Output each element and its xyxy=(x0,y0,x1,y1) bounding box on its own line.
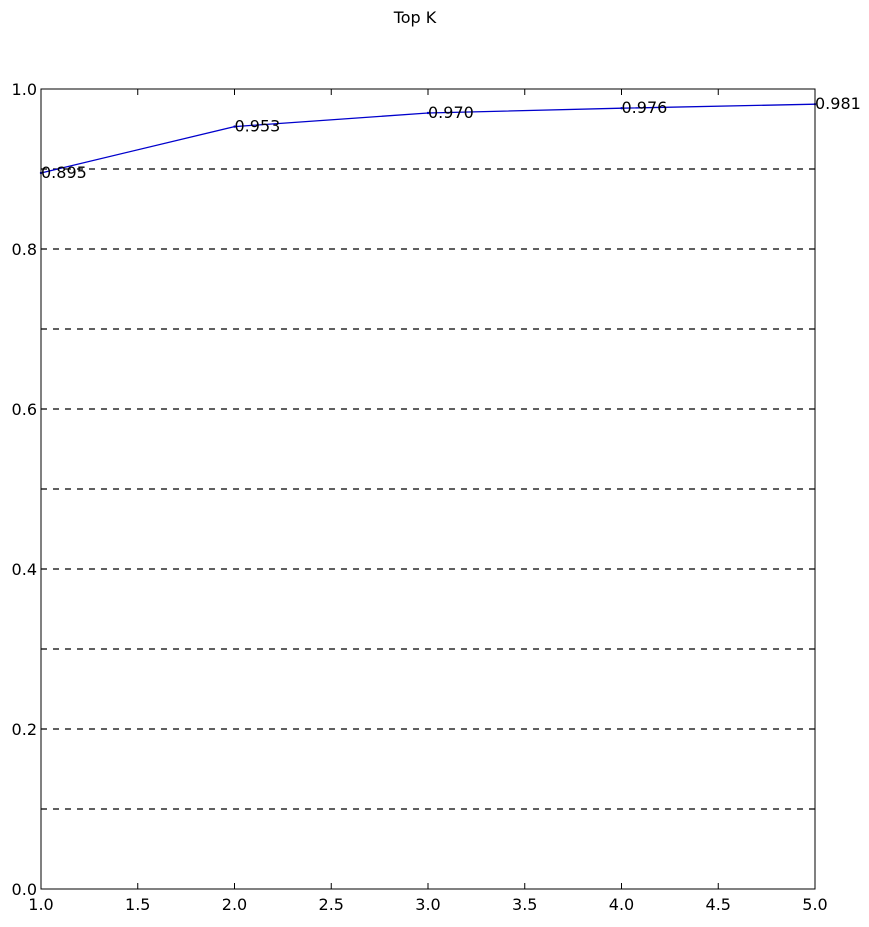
chart-title: Top K xyxy=(393,8,437,27)
y-tick-label: 1.0 xyxy=(12,80,37,99)
data-point xyxy=(233,125,236,128)
x-tick-label: 2.0 xyxy=(222,895,247,914)
x-tick-label: 1.0 xyxy=(28,895,53,914)
data-point xyxy=(426,111,430,115)
x-tick-label: 2.5 xyxy=(319,895,344,914)
data-label: 0.981 xyxy=(815,94,861,113)
data-point xyxy=(620,107,623,110)
data-label: 0.953 xyxy=(235,117,281,136)
data-label: 0.895 xyxy=(41,163,87,182)
y-tick-label: 0.4 xyxy=(12,560,37,579)
grid-lines xyxy=(41,168,815,810)
x-tick-label: 3.0 xyxy=(415,895,440,914)
series-layer xyxy=(39,103,817,175)
y-tick-label: 0.6 xyxy=(12,400,37,419)
x-tick-label: 1.5 xyxy=(125,895,150,914)
x-tick-label: 5.0 xyxy=(802,895,827,914)
x-tick-label: 3.5 xyxy=(512,895,537,914)
data-labels: 0.895 0.953 0.970 0.976 0.981 xyxy=(41,94,861,182)
y-tick-label: 0.8 xyxy=(12,240,37,259)
y-tick-label: 0.2 xyxy=(12,720,37,739)
x-tick-label: 4.5 xyxy=(706,895,731,914)
axes: 1.0 1.5 2.0 2.5 3.0 3.5 4.0 4.5 5.0 0.0 0.2 0.4 0.6 0… xyxy=(12,80,828,914)
data-label: 0.970 xyxy=(428,103,474,122)
data-label: 0.976 xyxy=(622,98,668,117)
x-tick-label: 4.0 xyxy=(609,895,634,914)
y-tick-label: 0.0 xyxy=(12,880,37,899)
